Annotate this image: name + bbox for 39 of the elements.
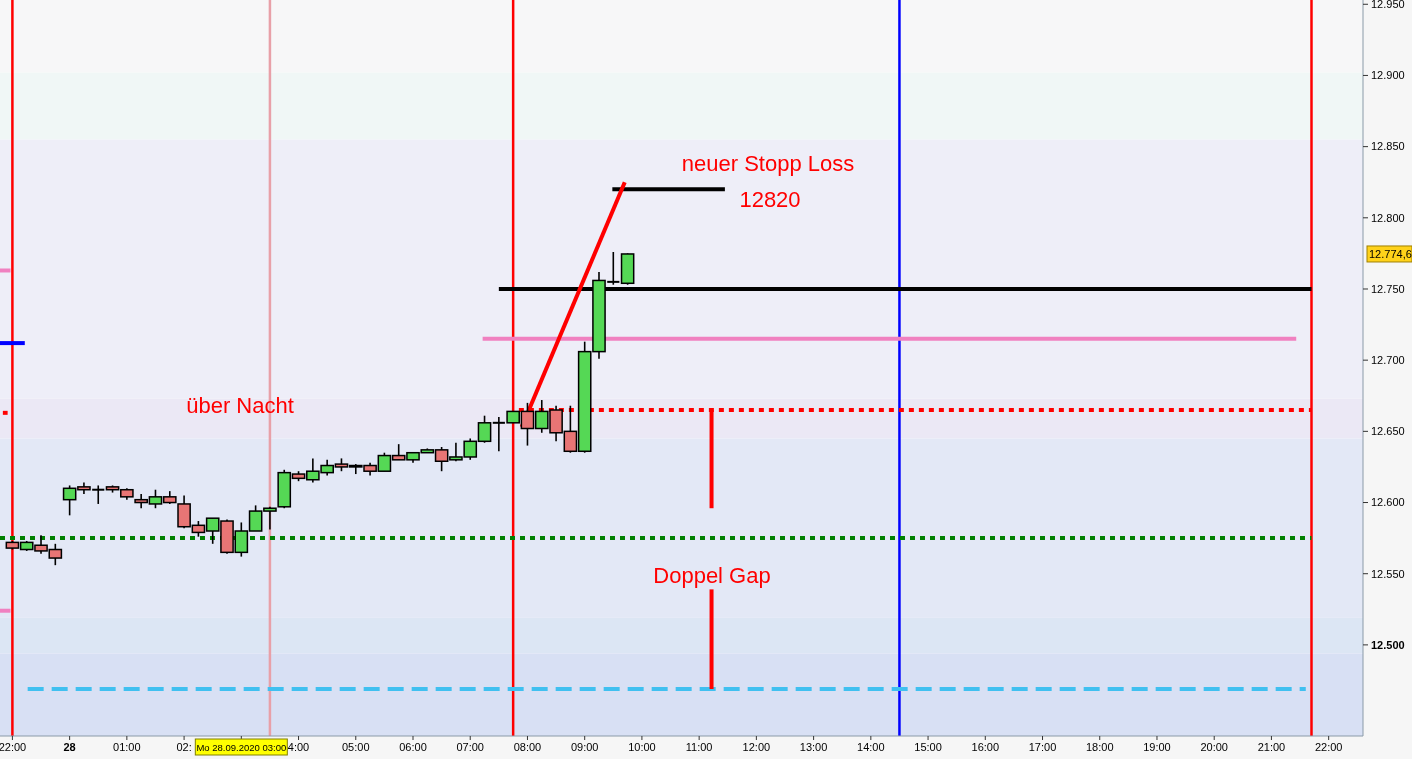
- x-tick-label: 16:00: [971, 741, 1000, 753]
- y-tick-label: 12.850: [1371, 140, 1405, 153]
- annotation: über Nacht: [186, 392, 294, 418]
- y-tick-label: 12.900: [1371, 69, 1405, 82]
- y-tick-label: 12.950: [1371, 0, 1405, 11]
- annotation: neuer Stopp Loss: [681, 150, 855, 176]
- y-tick-label: 12.650: [1371, 425, 1405, 438]
- annotation: 12820: [739, 186, 801, 212]
- x-tick-label: 13:00: [799, 741, 828, 753]
- x-tick-label: 15:00: [914, 741, 942, 753]
- x-tick-label: 11:00: [685, 741, 713, 753]
- x-tick-label: 01:00: [113, 741, 141, 753]
- x-tick-label: 20:00: [1200, 741, 1228, 753]
- annotation: Doppel Gap: [653, 562, 771, 588]
- x-tick-label: 21:00: [1257, 741, 1286, 753]
- x-tick-label: 22:00: [0, 741, 27, 753]
- y-tick-label: 12.600: [1371, 496, 1405, 509]
- x-tick-label: 09:00: [570, 741, 599, 753]
- x-tick-label: 22:00: [1314, 741, 1343, 753]
- x-tick-label: 05:00: [342, 741, 370, 753]
- y-tick-label: 12.500: [1371, 638, 1405, 651]
- x-tick-label: 19:00: [1143, 741, 1171, 753]
- x-tick-label: 14:00: [857, 741, 885, 753]
- x-tick-label: 12:00: [742, 741, 771, 753]
- x-tick-label: 08:00: [513, 741, 542, 753]
- x-tick-label: 02:: [176, 741, 192, 753]
- text: Mo 28.09.2020 03:00: [196, 741, 287, 753]
- x-tick-label: 18:00: [1085, 741, 1114, 753]
- y-tick-label: 12.700: [1371, 354, 1405, 367]
- y-tick-label: 12.750: [1371, 282, 1405, 295]
- x-tick-label: 28: [63, 741, 76, 753]
- x-tick-label: 10:00: [628, 741, 656, 753]
- text: 12.774,6: [1369, 247, 1412, 260]
- y-tick-label: 12.800: [1371, 211, 1405, 224]
- x-tick-label: 06:00: [399, 741, 427, 753]
- y-tick-label: 12.550: [1371, 567, 1405, 580]
- x-tick-label: 17:00: [1028, 741, 1057, 753]
- x-tick-label: 4:00: [287, 741, 310, 753]
- x-tick-label: 07:00: [456, 741, 484, 753]
